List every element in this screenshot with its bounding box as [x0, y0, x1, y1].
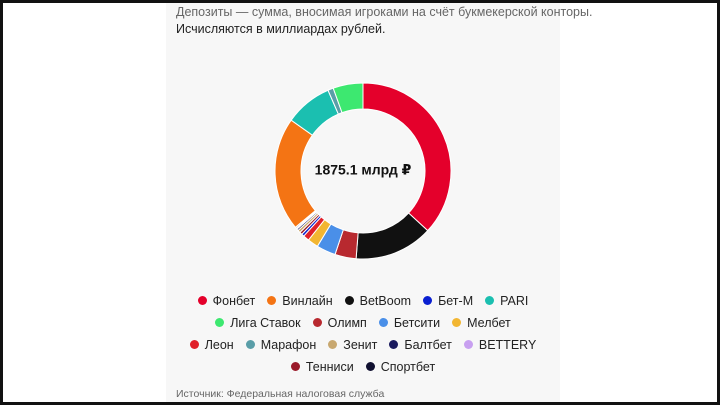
legend-label: Бет-М	[438, 293, 474, 308]
legend-swatch	[485, 296, 495, 305]
legend-swatch	[290, 362, 300, 371]
legend-label: Спортбет	[380, 359, 436, 374]
legend-swatch	[365, 362, 375, 371]
legend-item[interactable]: PARI	[485, 292, 528, 309]
legend-swatch	[423, 296, 433, 305]
legend-swatch	[312, 318, 322, 327]
legend-item[interactable]: Мелбет	[452, 314, 511, 331]
donut-segment	[274, 119, 317, 229]
legend-label: Бетсити	[393, 315, 441, 330]
legend-swatch	[452, 318, 462, 327]
legend-item[interactable]: Спортбет	[365, 358, 436, 375]
legend-item[interactable]: Фонбет	[197, 292, 256, 309]
legend-label: Мелбет	[467, 315, 511, 330]
note: Исчисляются в миллиардах рублей.	[176, 22, 386, 36]
legend-swatch	[245, 340, 255, 349]
legend-item[interactable]: BETTERY	[463, 336, 537, 353]
legend-item[interactable]: Винлайн	[267, 292, 333, 309]
legend-label: Фонбет	[212, 293, 256, 308]
legend-swatch	[328, 340, 338, 349]
legend: Фонбет Винлайн BetBoom Бет-М PARI Лига Ставок…	[188, 292, 538, 375]
source: Источник: Федеральная налоговая служба	[176, 388, 385, 400]
donut-segment	[362, 82, 452, 232]
legend-item[interactable]: Марафон	[245, 336, 317, 353]
legend-swatch	[189, 340, 199, 349]
chart: 1875.1 млрд ₽	[274, 82, 452, 260]
legend-label: Олимп	[327, 315, 367, 330]
legend-item[interactable]: Бетсити	[378, 314, 441, 331]
legend-label: BETTERY	[478, 337, 537, 352]
legend-label: Винлайн	[282, 293, 333, 308]
legend-label: Леон	[204, 337, 234, 352]
legend-label: PARI	[500, 293, 529, 308]
legend-item[interactable]: Леон	[189, 336, 234, 353]
legend-item[interactable]: Балтбет	[389, 336, 452, 353]
legend-item[interactable]: Зенит	[328, 336, 377, 353]
legend-swatch	[463, 340, 473, 349]
chart-panel: Депозиты — сумма, вносимая игроками на с…	[166, 3, 592, 402]
legend-swatch	[215, 318, 225, 327]
legend-swatch	[389, 340, 399, 349]
legend-label: Балтбет	[404, 337, 452, 352]
legend-label: Марафон	[260, 337, 317, 352]
legend-item[interactable]: Лига Ставок	[215, 314, 301, 331]
legend-swatch	[344, 296, 354, 305]
legend-item[interactable]: BetBoom	[344, 292, 412, 309]
legend-item[interactable]: Бет-М	[423, 292, 473, 309]
subtitle: Депозиты — сумма, вносимая игроками на с…	[176, 5, 593, 19]
legend-item[interactable]: Олимп	[312, 314, 367, 331]
legend-swatch	[197, 296, 207, 305]
legend-label: Зенит	[343, 337, 378, 352]
legend-label: Лига Ставок	[230, 315, 301, 330]
legend-item[interactable]: Тенниси	[290, 358, 354, 375]
donut-segment	[332, 82, 364, 114]
legend-swatch	[378, 318, 388, 327]
legend-label: Тенниси	[305, 359, 354, 374]
legend-swatch	[267, 296, 277, 305]
legend-label: BetBoom	[359, 293, 412, 308]
center-label: 1875.1 млрд ₽	[315, 162, 412, 178]
